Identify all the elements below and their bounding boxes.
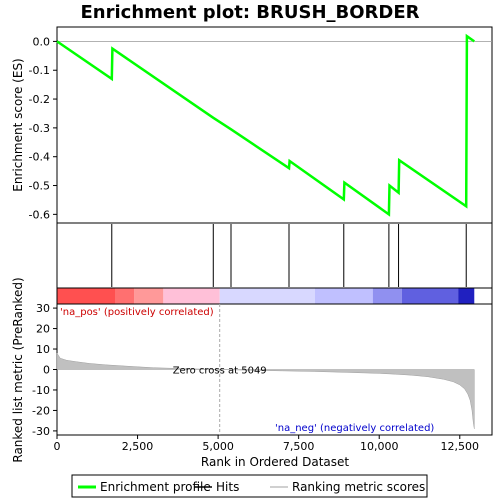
metric-axis-title: Ranked list metric (PreRanked): [11, 277, 25, 462]
pos-correlated-label: 'na_pos' (positively correlated): [60, 307, 214, 318]
color-bar-segment: [373, 288, 402, 304]
chart-title: Enrichment plot: BRUSH_BORDER: [81, 2, 420, 23]
x-axis-title: Rank in Ordered Dataset: [201, 455, 349, 469]
x-tick-label: 2,500: [122, 440, 154, 453]
color-bar-segment: [57, 288, 115, 304]
color-bar-segment: [402, 288, 458, 304]
color-bar-segment: [115, 288, 134, 304]
es-ytick-label: -0.1: [29, 64, 50, 77]
es-ytick-label: -0.5: [29, 180, 50, 193]
metric-ytick-label: 10: [36, 343, 50, 356]
es-ytick-label: 0.0: [33, 35, 51, 48]
es-y-axis: 0.0 -0.1 -0.2 -0.3 -0.4 -0.5 -0.6: [29, 35, 57, 221]
es-ytick-label: -0.3: [29, 122, 50, 135]
x-tick-label: 5,000: [202, 440, 234, 453]
legend-label: Ranking metric scores: [292, 480, 425, 494]
metric-ytick-label: -30: [32, 425, 50, 438]
legend-label: Hits: [216, 480, 239, 494]
es-ytick-label: -0.4: [29, 151, 50, 164]
metric-ytick-label: 20: [36, 323, 50, 336]
x-tick-label: 0: [54, 440, 61, 453]
zero-cross-label: Zero cross at 5049: [173, 366, 267, 377]
metric-ytick-label: 30: [36, 302, 50, 315]
x-tick-label: 10,000: [360, 440, 399, 453]
es-ytick-label: -0.6: [29, 208, 50, 221]
metric-y-axis: 30 20 10 0 -10 -20 -30: [32, 302, 57, 438]
color-bar-segment: [220, 288, 315, 304]
neg-correlated-label: 'na_neg' (negatively correlated): [275, 423, 434, 434]
metric-ytick-label: -20: [32, 404, 50, 417]
x-tick-label: 12,500: [441, 440, 480, 453]
hits-panel-frame: [57, 223, 492, 288]
metric-ytick-label: 0: [43, 364, 50, 377]
rank-color-bar: [57, 288, 474, 304]
color-bar-segment: [315, 288, 373, 304]
color-bar-segment: [458, 288, 474, 304]
es-ytick-label: -0.2: [29, 93, 50, 106]
color-bar-segment: [163, 288, 219, 304]
color-bar-segment: [134, 288, 163, 304]
metric-x-axis: 0 2,500 5,000 7,500 10,000 12,500: [54, 435, 480, 453]
x-tick-label: 7,500: [283, 440, 315, 453]
metric-ytick-label: -10: [32, 384, 50, 397]
es-axis-title: Enrichment score (ES): [11, 58, 25, 191]
